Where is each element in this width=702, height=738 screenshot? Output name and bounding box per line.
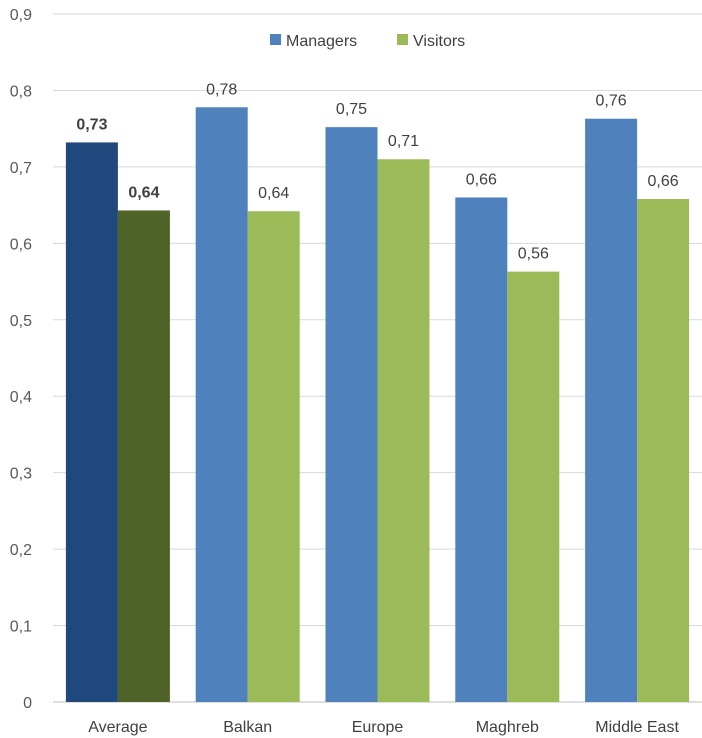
y-tick-label: 0,6 (10, 236, 32, 253)
x-tick-label: Average (88, 719, 147, 736)
bar-visitors (507, 271, 560, 702)
y-tick-label: 0,8 (10, 83, 32, 100)
data-label: 0,66 (466, 171, 497, 188)
data-label: 0,75 (336, 101, 367, 118)
data-label: 0,64 (128, 184, 159, 201)
x-tick-label: Balkan (223, 719, 272, 736)
data-label: 0,78 (206, 81, 237, 98)
legend-label-managers: Managers (286, 33, 357, 50)
bars (65, 107, 690, 703)
data-label: 0,56 (518, 246, 549, 263)
data-label: 0,66 (648, 173, 679, 190)
y-tick-label: 0,2 (10, 542, 32, 559)
legend-label-visitors: Visitors (413, 33, 465, 50)
legend-swatch-visitors (397, 34, 408, 45)
legend: Managers Visitors (270, 33, 465, 50)
y-tick-label: 0 (23, 695, 32, 712)
y-tick-label: 0,5 (10, 313, 32, 330)
bar-managers (325, 127, 378, 703)
bar-visitors (377, 159, 430, 702)
data-label: 0,76 (596, 93, 627, 110)
y-tick-label: 0,9 (10, 7, 32, 24)
bar-visitors (637, 198, 690, 703)
bar-managers (455, 197, 508, 702)
y-tick-label: 0,1 (10, 619, 32, 636)
data-label: 0,73 (76, 116, 107, 133)
data-labels: 0,73 0,64 0,78 0,64 0,75 0,71 0,66 0,56 0,76 0,66 (76, 81, 678, 262)
data-label: 0,64 (258, 185, 289, 202)
y-axis-ticks: 0 0,1 0,2 0,3 0,4 0,5 0,6 0,7 0,8 0,9 (10, 7, 32, 712)
x-tick-label: Europe (352, 719, 404, 736)
bar-managers (65, 142, 118, 703)
bar-managers (585, 118, 638, 703)
bar-managers (195, 107, 248, 703)
x-tick-label: Maghreb (476, 719, 539, 736)
legend-swatch-managers (270, 34, 281, 45)
bar-visitors (247, 211, 300, 702)
x-axis-categories: Average Balkan Europe Maghreb Middle East (88, 719, 679, 736)
x-tick-label: Middle East (595, 719, 679, 736)
y-tick-label: 0,3 (10, 466, 32, 483)
data-label: 0,71 (388, 133, 419, 150)
y-tick-label: 0,4 (10, 389, 32, 406)
bar-visitors (117, 210, 170, 702)
y-tick-label: 0,7 (10, 160, 32, 177)
